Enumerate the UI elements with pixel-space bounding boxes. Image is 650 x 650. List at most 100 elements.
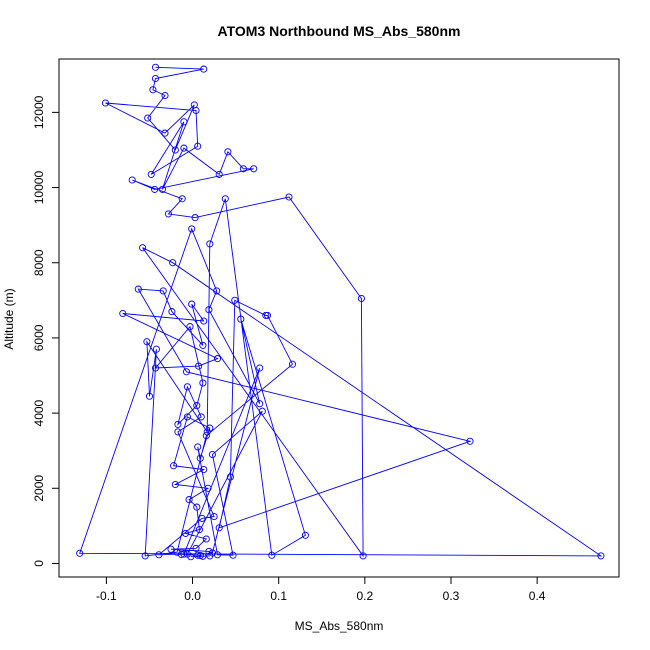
x-tick-label: 0.1 [270,589,287,603]
data-point [199,379,207,387]
data-point [202,535,210,543]
data-point [178,195,186,203]
data-point [200,317,208,325]
data-point [182,368,191,376]
data-point [226,473,234,481]
data-point [229,551,237,559]
data-point [76,549,84,557]
data-point [192,106,200,115]
data-point [151,364,160,372]
data-point [185,496,193,504]
data-point [205,306,213,314]
data-point [357,294,365,303]
data-point [285,193,293,201]
data-point [188,225,196,233]
data-point [119,309,127,318]
data-point [151,185,159,193]
data-point [139,244,147,252]
data-point [213,287,221,295]
data-point [101,99,110,107]
data-point [164,210,172,218]
data-point [158,185,166,193]
data-point [168,308,176,316]
data-point [215,524,223,532]
y-tick-label: 10000 [32,171,46,205]
data-point [151,74,160,83]
chart-title: ATOM3 Northbound MS_Abs_580nm [218,23,461,39]
data-point [196,454,204,462]
data-point [221,195,229,203]
data-point [237,315,245,323]
data-point [359,552,367,560]
data-point [155,551,163,559]
data-point [288,360,297,368]
data-point [174,428,182,436]
data-point [147,170,155,178]
data-point [159,287,167,295]
data-point [195,362,203,370]
data-point [170,462,178,470]
data-point [208,450,216,459]
data-point [151,63,160,71]
data-point [213,551,222,559]
data-point [194,551,202,559]
data-point [231,296,239,304]
data-point [134,285,142,293]
data-point [171,146,179,154]
data-point [258,407,266,415]
data-point [183,383,191,391]
data-point [199,552,207,560]
data-point [171,480,179,489]
data-point [224,148,232,156]
data-point [167,545,175,553]
data-point [144,114,152,122]
data-point [195,526,203,534]
data-point [256,400,264,408]
data-point [193,503,201,511]
y-tick-label: 0 [32,560,46,567]
x-tick-label: 0.4 [529,589,546,603]
data-point [301,531,309,539]
data-point [187,553,195,561]
y-tick-label: 4000 [32,399,46,426]
x-tick-label: 0.2 [357,589,374,603]
data-point [180,118,188,126]
data-point [174,420,182,428]
data-point [143,338,151,346]
data-point [200,65,208,73]
data-point [128,176,136,184]
x-axis: -0.1 0.0 0.1 0.2 0.3 0.4 [96,576,546,603]
series-layer [76,63,605,561]
data-point [466,437,474,445]
data-point [149,86,157,94]
x-tick-label: -0.1 [96,589,117,603]
data-point [192,544,200,552]
data-point [194,443,202,451]
data-point [197,413,205,421]
data-point [213,355,222,363]
data-point [199,341,207,349]
y-tick-label: 2000 [32,475,46,502]
data-point [268,551,276,559]
data-point [206,552,214,560]
data-point [202,432,210,440]
data-point [191,214,199,222]
data-point [186,323,194,331]
data-point [256,364,264,372]
data-point [169,259,177,267]
data-point [177,550,185,558]
data-point [210,512,218,521]
data-point [239,165,247,173]
data-point [193,402,201,410]
data-point [182,529,190,537]
data-point [198,514,206,522]
data-point [183,413,191,421]
data-point [152,345,160,353]
y-axis: 0 2000 4000 6000 8000 10000 12000 [32,95,60,567]
data-point [188,300,196,308]
data-point [180,144,188,152]
data-point [145,392,154,400]
y-tick-label: 8000 [32,249,46,276]
